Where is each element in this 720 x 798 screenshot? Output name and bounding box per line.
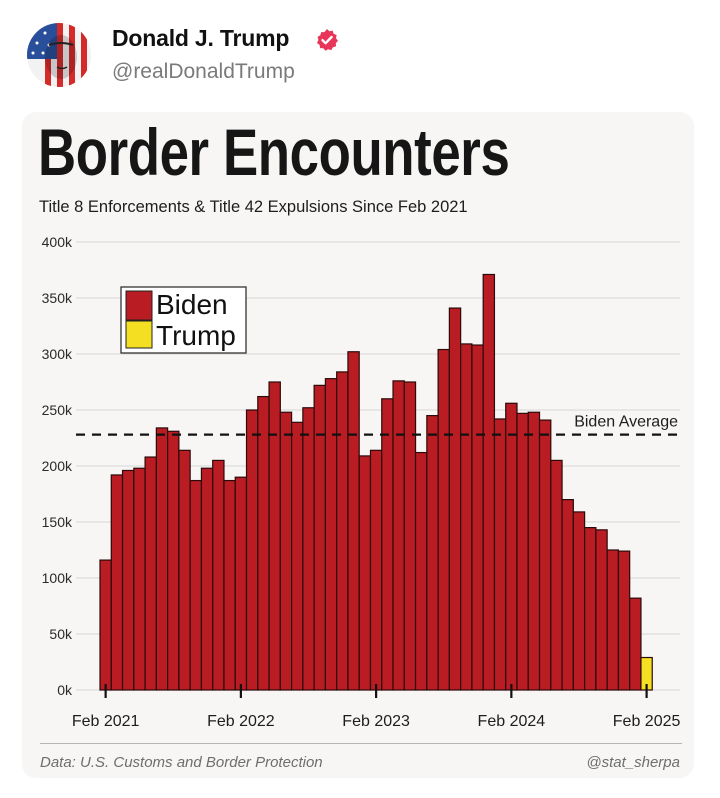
legend-swatch-biden	[125, 290, 153, 321]
bar-biden	[347, 351, 360, 691]
bars	[99, 273, 653, 691]
bar-biden	[437, 348, 450, 691]
bar-biden	[279, 411, 293, 691]
y-tick-label: 300k	[42, 346, 73, 362]
y-tick-label: 0k	[57, 682, 73, 698]
biden-average-label: Biden Average	[574, 414, 678, 431]
verified-badge-icon	[315, 28, 339, 52]
bar-biden	[133, 467, 146, 691]
bar-biden	[426, 415, 439, 691]
bar-biden	[290, 421, 304, 691]
bar-biden	[617, 550, 631, 691]
x-tick-label: Feb 2025	[613, 713, 681, 730]
y-tick-label: 150k	[42, 514, 73, 530]
bar-biden	[212, 459, 225, 691]
y-axis-ticks: 0k 50k 100k 150k 200k 250k 300k 350k 400k	[42, 234, 73, 698]
bar-biden	[527, 411, 541, 691]
bar-biden	[493, 418, 507, 691]
y-tick-label: 350k	[42, 290, 73, 306]
chart-credit[interactable]: @stat_sherpa	[586, 754, 680, 771]
bar-biden	[234, 476, 248, 691]
avatar-image	[27, 23, 91, 87]
bar-biden	[178, 449, 191, 691]
bar-biden	[550, 459, 563, 691]
bar-biden	[414, 451, 428, 691]
bar-biden	[381, 398, 394, 691]
y-tick-label: 50k	[49, 626, 73, 642]
x-tick-label: Feb 2021	[72, 713, 140, 730]
bar-biden	[110, 474, 124, 691]
bar-biden	[245, 409, 259, 691]
legend-swatch-trump	[125, 320, 153, 349]
reference-line: Biden Average	[76, 414, 680, 436]
bar-biden	[448, 307, 462, 691]
bar-biden	[403, 381, 417, 691]
bar-biden	[505, 402, 518, 691]
bar-biden	[167, 430, 180, 691]
data-source: Data: U.S. Customs and Border Protection	[40, 754, 323, 771]
bar-biden	[538, 419, 552, 691]
author-name[interactable]: Donald J. Trump	[112, 25, 290, 51]
legend: Biden Trump	[120, 286, 247, 354]
bar-biden	[561, 499, 574, 691]
bar-biden	[358, 455, 372, 691]
x-axis-ticks: Feb 2021 Feb 2022 Feb 2023 Feb 2024 Feb 2025	[72, 684, 681, 730]
legend-label-trump: Trump	[156, 320, 236, 351]
bar-biden	[257, 395, 270, 691]
bar-biden	[99, 559, 112, 691]
bar-biden	[584, 527, 597, 691]
bar-biden	[606, 549, 620, 691]
bar-biden	[392, 380, 405, 691]
bar-biden	[200, 467, 214, 691]
bar-biden	[369, 449, 383, 691]
chart-card: Border Encounters Title 8 Enforcements &…	[22, 112, 694, 778]
bar-biden	[336, 371, 349, 691]
x-tick-label: Feb 2023	[342, 713, 410, 730]
bar-biden	[144, 456, 157, 691]
y-tick-label: 200k	[42, 458, 73, 474]
footer-divider	[40, 743, 682, 744]
bar-biden	[302, 407, 315, 691]
bar-biden	[460, 343, 473, 691]
bar-biden	[121, 469, 135, 691]
bar-biden	[516, 412, 529, 691]
bar-biden	[572, 511, 586, 691]
y-tick-label: 100k	[42, 570, 73, 586]
bar-biden	[629, 597, 642, 691]
chart-title: Border Encounters	[38, 115, 510, 189]
bar-chart: 0k 50k 100k 150k 200k 250k 300k 350k 400k Biden …	[42, 234, 681, 730]
bar-biden	[155, 427, 169, 691]
y-tick-label: 400k	[42, 234, 73, 250]
y-tick-label: 250k	[42, 402, 73, 418]
legend-label-biden: Biden	[156, 289, 228, 320]
bar-biden	[324, 378, 338, 691]
bar-biden	[313, 384, 327, 691]
x-tick-label: Feb 2024	[478, 713, 546, 730]
bar-biden	[189, 479, 203, 691]
author-handle[interactable]: @realDonaldTrump	[112, 60, 295, 83]
bar-biden	[223, 479, 236, 691]
avatar[interactable]	[27, 23, 91, 87]
bar-biden	[482, 273, 496, 691]
chart-subtitle: Title 8 Enforcements & Title 42 Expulsio…	[39, 198, 468, 216]
bar-biden	[268, 381, 281, 691]
x-tick-label: Feb 2022	[207, 713, 275, 730]
bar-biden	[595, 529, 608, 691]
post-header: Donald J. Trump @realDonaldTrump	[0, 0, 720, 110]
bar-biden	[471, 344, 484, 691]
